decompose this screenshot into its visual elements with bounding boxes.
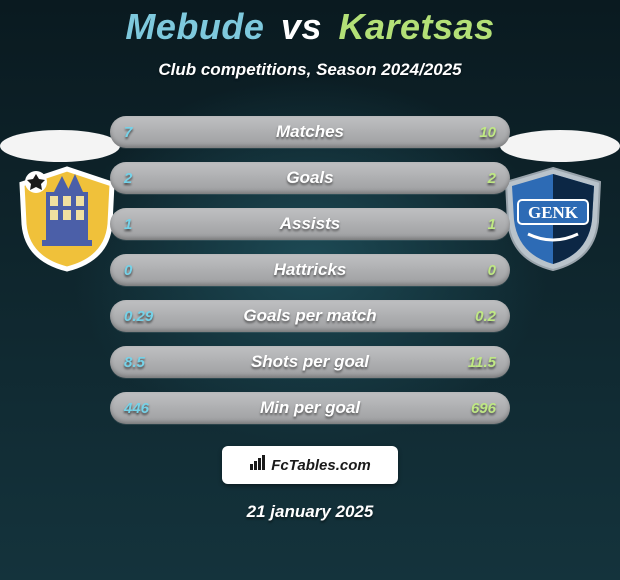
team-crest-right: GENK [498,164,608,274]
stat-value-left: 7 [124,124,132,141]
stat-value-right: 0 [488,262,496,279]
stat-label: Matches [276,122,344,142]
page-title: Mebude vs Karetsas [125,6,494,48]
player1-name: Mebude [125,6,264,47]
stat-value-left: 0.29 [124,308,153,325]
crest-base-right [500,130,620,162]
crest-base-left [0,130,120,162]
stat-label: Assists [280,214,340,234]
crest-text: GENK [528,203,579,222]
stat-value-right: 2 [488,170,496,187]
stat-bar: 7 Matches 10 [110,116,510,148]
stat-value-right: 1 [488,216,496,233]
stat-label: Hattricks [274,260,347,280]
stat-value-right: 696 [471,400,496,417]
stat-bar: 2 Goals 2 [110,162,510,194]
stat-value-left: 2 [124,170,132,187]
stat-label: Min per goal [260,398,360,418]
chart-icon [249,455,267,475]
stat-label: Goals [286,168,333,188]
vs-label: vs [281,6,322,47]
date-label: 21 january 2025 [247,502,374,522]
player2-name: Karetsas [338,6,494,47]
stat-label: Shots per goal [251,352,369,372]
source-badge: FcTables.com [222,446,398,484]
stat-bar: 1 Assists 1 [110,208,510,240]
stat-bar: 446 Min per goal 696 [110,392,510,424]
subtitle: Club competitions, Season 2024/2025 [158,60,461,80]
stat-value-left: 0 [124,262,132,279]
content: Mebude vs Karetsas Club competitions, Se… [0,0,620,580]
stat-value-left: 8.5 [124,354,145,371]
stat-bar: 8.5 Shots per goal 11.5 [110,346,510,378]
team-crest-left [12,164,122,274]
source-text: FcTables.com [271,457,370,474]
stat-value-right: 10 [479,124,496,141]
stat-value-left: 446 [124,400,149,417]
stat-bar: 0 Hattricks 0 [110,254,510,286]
stat-value-right: 0.2 [475,308,496,325]
stat-bar: 0.29 Goals per match 0.2 [110,300,510,332]
stats-bars: 7Matches102Goals21Assists10Hattricks00.2… [110,116,510,424]
stat-value-right: 11.5 [468,354,496,371]
stat-label: Goals per match [243,306,376,326]
stat-value-left: 1 [124,216,132,233]
